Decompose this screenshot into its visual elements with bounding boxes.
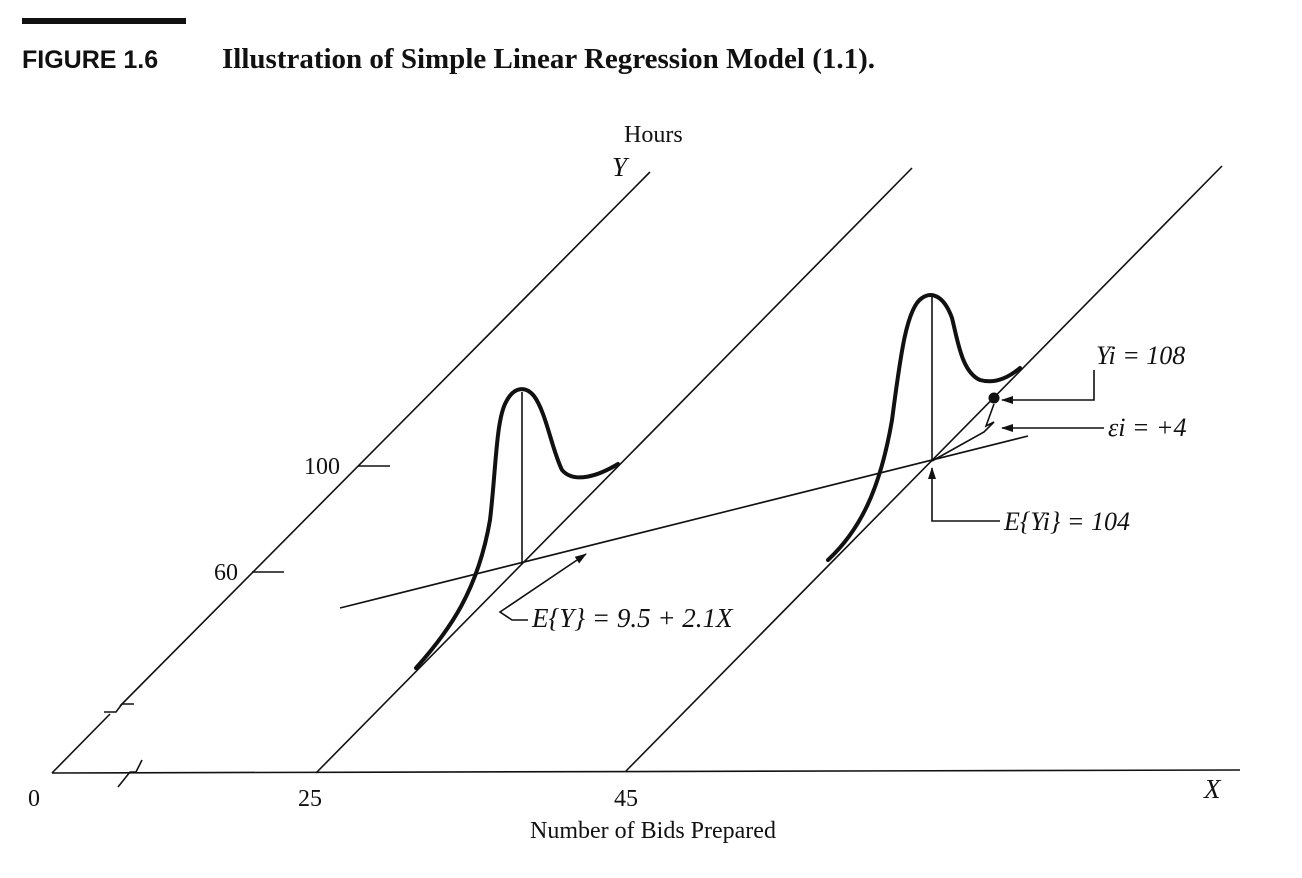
regression-label-arrow xyxy=(498,553,587,621)
depth-line-x45 xyxy=(625,165,1223,772)
x-origin-label: 0 xyxy=(28,786,40,812)
error-term-label: εi = +4 xyxy=(1108,413,1187,442)
y-tick-label-60: 60 xyxy=(214,560,238,586)
expected-value-label: E{Yi} = 104 xyxy=(1003,507,1130,536)
x-tick-label-25: 25 xyxy=(298,786,322,812)
error-zigzag xyxy=(931,403,995,462)
x-axis-line xyxy=(51,769,1241,774)
y-axis-name: Hours xyxy=(624,122,683,148)
x-axis-name: Number of Bids Prepared xyxy=(530,818,776,844)
y-tick-label-100: 100 xyxy=(304,454,340,480)
regression-function-label: E{Y} = 9.5 + 2.1X xyxy=(531,603,734,633)
observation-label: Yi = 108 xyxy=(1096,341,1185,370)
y-axis-line xyxy=(119,171,651,707)
observation-label-arrow xyxy=(1001,370,1095,404)
regression-line xyxy=(339,435,1029,609)
observation-point xyxy=(988,392,1000,404)
distribution-curve-x45 xyxy=(826,293,1022,562)
y-axis-base-segment xyxy=(51,713,111,774)
expected-value-label-arrow xyxy=(928,467,1000,522)
figure-title: Illustration of Simple Linear Regression… xyxy=(222,43,875,75)
y-axis-symbol: Y xyxy=(612,152,630,182)
depth-line-x25 xyxy=(315,167,913,774)
distribution-curve-x25 xyxy=(414,387,620,670)
header-rule xyxy=(22,18,186,24)
x-tick-label-45: 45 xyxy=(614,786,638,812)
figure-label: FIGURE 1.6 xyxy=(22,46,158,74)
x-axis-break-mark xyxy=(117,759,143,788)
y-axis-break-mark xyxy=(104,703,134,713)
x-axis-symbol: X xyxy=(1203,774,1222,804)
